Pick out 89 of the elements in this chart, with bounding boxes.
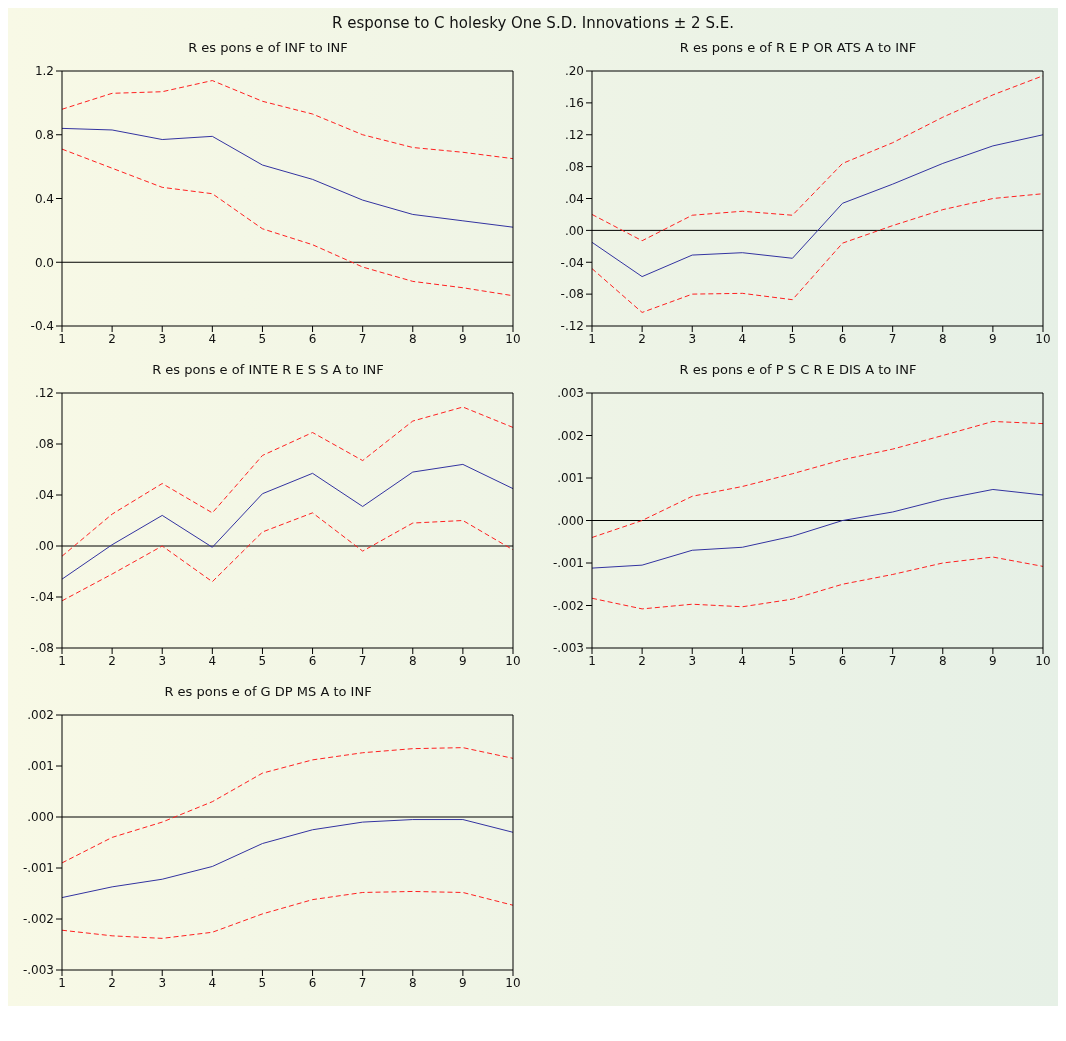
y-tick-label: -.04 [560,255,584,270]
y-tick-label: 0.4 [34,191,54,206]
y-tick-label: .04 [564,191,584,206]
y-tick-label: -.04 [30,590,54,605]
x-tick-label: 1 [588,653,596,668]
x-tick-label: 3 [158,975,167,990]
chart-title: R es pons e of G DP MS A to INF [163,684,373,701]
y-tick-label: .12 [34,386,54,401]
y-tick-label: -.003 [22,963,54,978]
x-tick-label: 6 [308,653,317,668]
y-tick-label: .003 [557,386,584,401]
x-tick-label: 4 [208,331,217,346]
y-tick-label: .00 [564,223,584,238]
x-tick-label: 4 [738,331,747,346]
x-tick-label: 3 [688,331,697,346]
x-tick-label: 6 [838,653,847,668]
y-tick-label: .12 [564,128,584,143]
x-tick-label: 1 [58,975,66,990]
x-tick-label: 4 [208,653,217,668]
x-tick-label: 7 [358,975,367,990]
x-tick-label: 8 [408,975,417,990]
y-tick-label: -.001 [22,861,54,876]
y-tick-label: .002 [557,428,584,443]
chart-title: R es pons e of INTE R E S S A to INF [151,362,385,379]
text: R esponse to C holesky One S.D. Innovations ± 2 S.E. [331,14,735,32]
x-tick-label: 4 [738,653,747,668]
y-tick-label: .002 [27,708,54,723]
y-tick-label: -.002 [22,912,54,927]
x-tick-label: 7 [888,331,897,346]
x-tick-label: 7 [358,331,367,346]
y-tick-label: -0.4 [30,319,54,334]
y-tick-label: -.08 [30,641,54,656]
x-tick-label: 1 [58,331,66,346]
x-tick-label: 2 [108,653,116,668]
x-tick-label: 3 [688,653,697,668]
x-tick-label: 7 [888,653,897,668]
y-tick-label: .08 [34,437,54,452]
x-tick-label: 3 [158,331,167,346]
x-tick-label: 6 [308,975,317,990]
chart-title: R es pons e of R E P OR ATS A to INF [678,40,918,57]
x-tick-label: 2 [638,653,646,668]
y-tick-label: -.003 [552,641,584,656]
y-tick-label: .16 [564,96,584,111]
x-tick-label: 10 [505,653,521,668]
x-tick-label: 9 [459,653,467,668]
x-tick-label: 9 [459,331,467,346]
y-tick-label: .001 [557,471,584,486]
x-tick-label: 6 [308,331,317,346]
x-tick-label: 10 [505,975,521,990]
x-tick-label: 5 [258,331,267,346]
y-tick-label: -.08 [560,287,584,302]
chart-title: R es pons e of P S C R E DIS A to INF [678,362,918,379]
x-tick-label: 10 [505,331,521,346]
y-tick-label: -.12 [560,319,584,334]
x-tick-label: 2 [108,975,116,990]
y-tick-label: -.002 [552,598,584,613]
x-tick-label: 8 [938,331,947,346]
x-tick-label: 10 [1035,331,1051,346]
y-tick-label: 0.8 [34,128,54,143]
y-tick-label: .08 [564,159,584,174]
x-tick-label: 9 [989,331,997,346]
x-tick-label: 5 [258,653,267,668]
x-tick-label: 2 [108,331,116,346]
x-tick-label: 4 [208,975,217,990]
y-tick-label: .001 [27,759,54,774]
x-tick-label: 5 [788,331,797,346]
y-tick-label: 1.2 [34,64,54,79]
x-tick-label: 9 [459,975,467,990]
y-tick-label: .04 [34,488,54,503]
x-tick-label: 9 [989,653,997,668]
y-tick-label: .00 [34,539,54,554]
x-tick-label: 8 [408,653,417,668]
x-tick-label: 1 [588,331,596,346]
x-tick-label: 5 [788,653,797,668]
y-tick-label: .000 [557,513,584,528]
chart-title: R es pons e of INF to INF [187,40,349,57]
y-tick-label: .20 [564,64,584,79]
x-tick-label: 8 [938,653,947,668]
x-tick-label: 5 [258,975,267,990]
x-tick-label: 1 [58,653,66,668]
x-tick-label: 10 [1035,653,1051,668]
y-tick-label: -.001 [552,556,584,571]
y-tick-label: 0.0 [34,255,54,270]
y-tick-label: .000 [27,810,54,825]
x-tick-label: 2 [638,331,646,346]
x-tick-label: 3 [158,653,167,668]
x-tick-label: 7 [358,653,367,668]
x-tick-label: 8 [408,331,417,346]
x-tick-label: 6 [838,331,847,346]
